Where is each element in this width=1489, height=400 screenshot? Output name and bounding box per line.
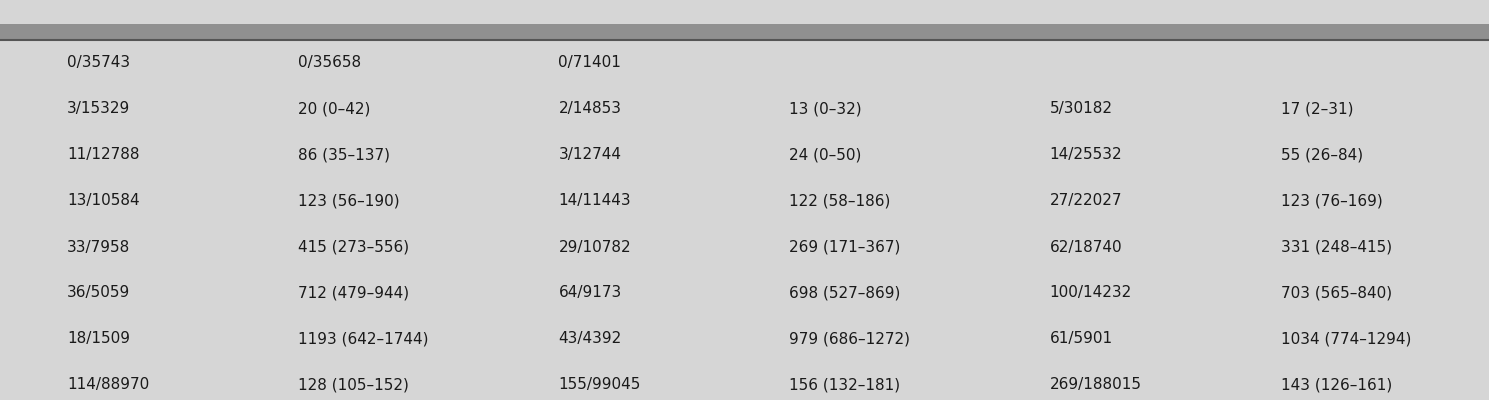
Text: 0/35743: 0/35743 [67, 56, 130, 70]
Text: 55 (26–84): 55 (26–84) [1281, 148, 1362, 162]
Text: 36/5059: 36/5059 [67, 286, 130, 300]
Text: 13 (0–32): 13 (0–32) [789, 102, 862, 116]
Text: 18/1509: 18/1509 [67, 332, 130, 346]
Text: 33/7958: 33/7958 [67, 240, 130, 254]
Text: 712 (479–944): 712 (479–944) [298, 286, 409, 300]
Text: 156 (132–181): 156 (132–181) [789, 378, 901, 392]
Text: 11/12788: 11/12788 [67, 148, 140, 162]
Text: 24 (0–50): 24 (0–50) [789, 148, 862, 162]
Text: 2/14853: 2/14853 [558, 102, 621, 116]
Text: 3/15329: 3/15329 [67, 102, 130, 116]
Text: 123 (56–190): 123 (56–190) [298, 194, 399, 208]
Text: 415 (273–556): 415 (273–556) [298, 240, 409, 254]
Text: 86 (35–137): 86 (35–137) [298, 148, 390, 162]
Text: 20 (0–42): 20 (0–42) [298, 102, 371, 116]
Text: 123 (76–169): 123 (76–169) [1281, 194, 1382, 208]
Text: 64/9173: 64/9173 [558, 286, 621, 300]
Text: 100/14232: 100/14232 [1050, 286, 1132, 300]
Text: 114/88970: 114/88970 [67, 378, 149, 392]
Text: 122 (58–186): 122 (58–186) [789, 194, 890, 208]
Text: 1034 (774–1294): 1034 (774–1294) [1281, 332, 1412, 346]
Text: 61/5901: 61/5901 [1050, 332, 1112, 346]
Text: 698 (527–869): 698 (527–869) [789, 286, 901, 300]
Text: 3/12744: 3/12744 [558, 148, 621, 162]
Text: 331 (248–415): 331 (248–415) [1281, 240, 1392, 254]
Text: 62/18740: 62/18740 [1050, 240, 1123, 254]
Text: 5/30182: 5/30182 [1050, 102, 1112, 116]
Text: 14/11443: 14/11443 [558, 194, 631, 208]
Text: 0/71401: 0/71401 [558, 56, 621, 70]
Text: 269/188015: 269/188015 [1050, 378, 1142, 392]
Text: 128 (105–152): 128 (105–152) [298, 378, 408, 392]
Text: 27/22027: 27/22027 [1050, 194, 1123, 208]
Text: 14/25532: 14/25532 [1050, 148, 1123, 162]
Text: 0/35658: 0/35658 [298, 56, 360, 70]
Text: 703 (565–840): 703 (565–840) [1281, 286, 1392, 300]
Text: 155/99045: 155/99045 [558, 378, 640, 392]
Text: 979 (686–1272): 979 (686–1272) [789, 332, 910, 346]
Text: 1193 (642–1744): 1193 (642–1744) [298, 332, 429, 346]
Bar [0, 24, 1489, 40]
Text: 29/10782: 29/10782 [558, 240, 631, 254]
Text: 17 (2–31): 17 (2–31) [1281, 102, 1354, 116]
Text: 43/4392: 43/4392 [558, 332, 621, 346]
Text: 143 (126–161): 143 (126–161) [1281, 378, 1392, 392]
Text: 269 (171–367): 269 (171–367) [789, 240, 901, 254]
Text: 13/10584: 13/10584 [67, 194, 140, 208]
